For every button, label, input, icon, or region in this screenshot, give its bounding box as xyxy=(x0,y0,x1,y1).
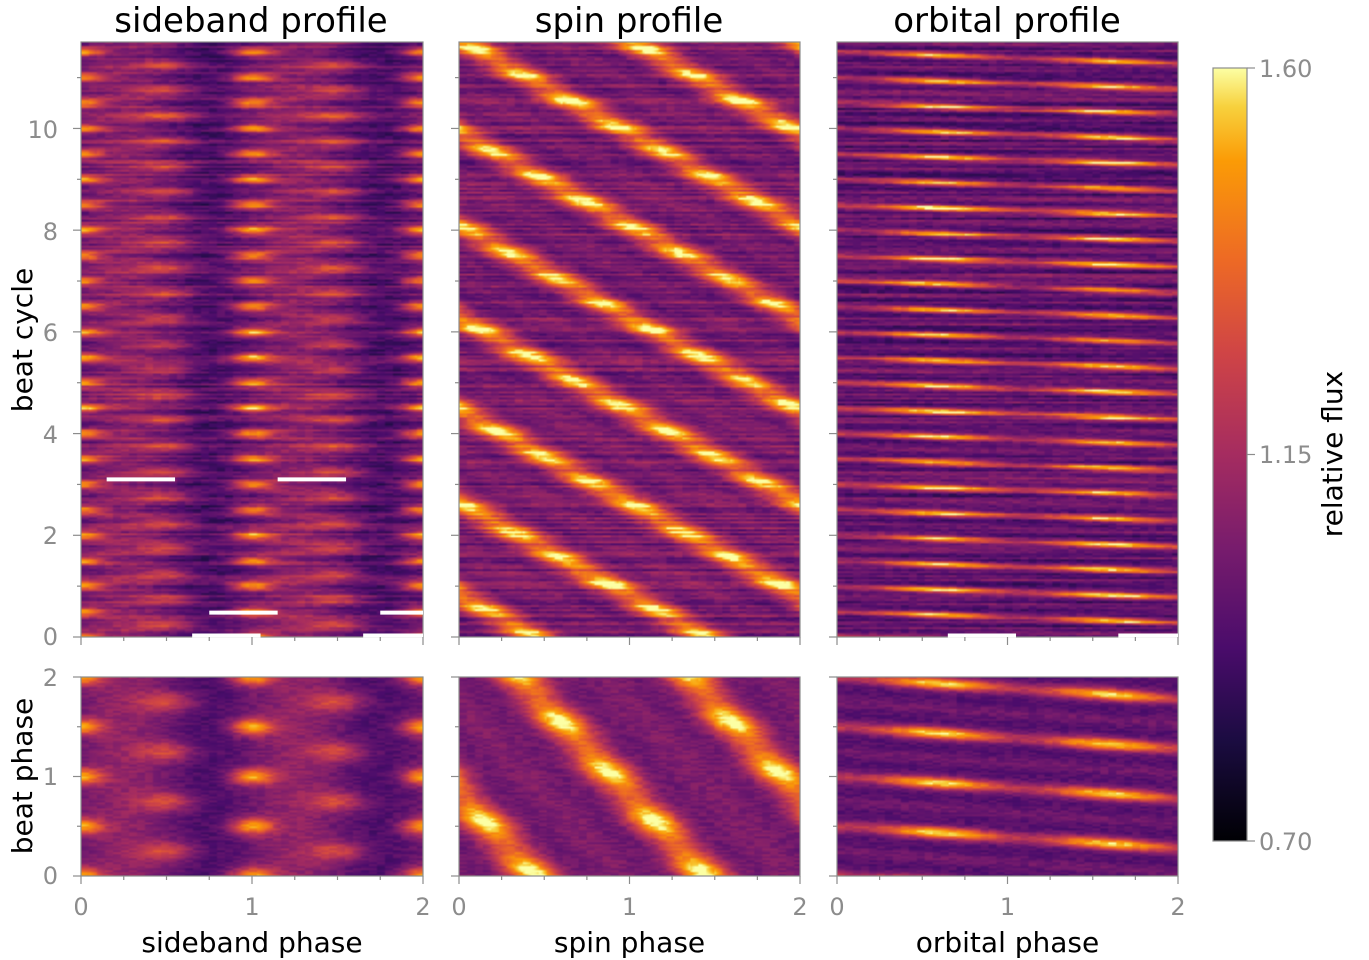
x-tick-label: 2 xyxy=(415,893,430,921)
y-tick-label: 6 xyxy=(43,319,58,347)
x-tick-label: 0 xyxy=(73,893,88,921)
y-tick-label: 0 xyxy=(43,623,58,651)
x-tick-label: 1 xyxy=(1000,893,1015,921)
y-tick-label: 10 xyxy=(27,116,58,144)
heatmap-spin-phase xyxy=(459,677,800,876)
panel-title-orbital: orbital profile xyxy=(893,1,1121,41)
heatmap-sideband-cycle xyxy=(81,42,423,637)
y-tick-label: 8 xyxy=(43,218,58,246)
y-tick-label: 4 xyxy=(43,421,58,449)
y-tick-label: 0 xyxy=(43,862,58,890)
colorbar-tick-label: 1.60 xyxy=(1259,55,1312,83)
x-axis-label-orbital: orbital phase xyxy=(916,926,1100,959)
white-marker-bars xyxy=(106,477,1178,638)
x-axis-label-sideband: sideband phase xyxy=(141,926,362,959)
y-tick-label: 1 xyxy=(43,763,58,791)
colorbar-label: relative flux xyxy=(1316,371,1349,537)
panel-title-sideband: sideband profile xyxy=(114,1,387,41)
x-tick-label: 1 xyxy=(622,893,637,921)
x-tick-label: 2 xyxy=(1170,893,1185,921)
heatmap-layer xyxy=(81,42,1178,876)
colorbar-tick-label: 0.70 xyxy=(1259,828,1312,856)
heatmap-spin-cycle xyxy=(459,42,800,637)
colorbar xyxy=(1212,67,1248,842)
x-tick-label: 2 xyxy=(792,893,807,921)
x-tick-label: 0 xyxy=(451,893,466,921)
x-tick-label: 0 xyxy=(829,893,844,921)
panel-title-spin: spin profile xyxy=(535,1,724,41)
x-tick-label: 1 xyxy=(244,893,259,921)
y-axis-label-beat-cycle: beat cycle xyxy=(6,268,39,412)
y-axis-label-beat-phase: beat phase xyxy=(6,698,39,855)
heatmap-orbital-cycle xyxy=(837,42,1178,637)
heatmap-sideband-phase xyxy=(81,677,423,876)
heatmap-orbital-phase xyxy=(837,677,1178,876)
y-tick-label: 2 xyxy=(43,522,58,550)
y-tick-label: 2 xyxy=(43,664,58,692)
tick-marks xyxy=(73,76,1179,884)
x-axis-label-spin: spin phase xyxy=(554,926,705,959)
colorbar-tick-label: 1.15 xyxy=(1259,441,1312,469)
